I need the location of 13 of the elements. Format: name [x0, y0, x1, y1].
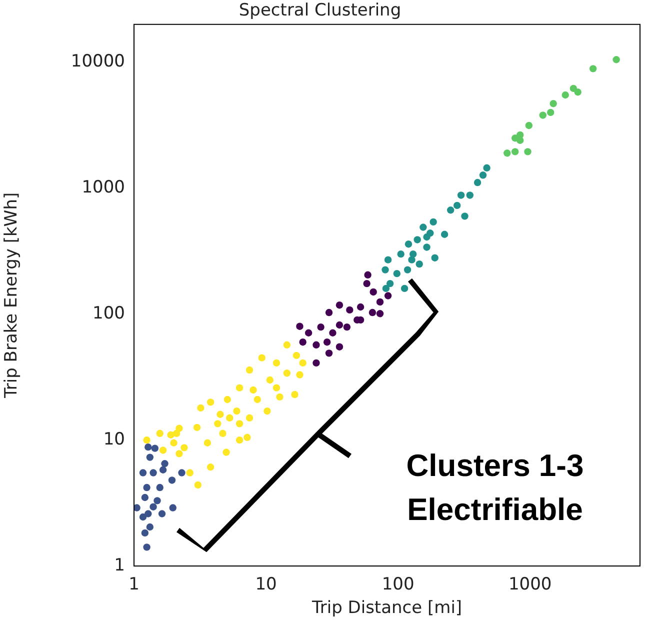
- annotation: Clusters 1-3 Electrifiable: [405, 447, 585, 529]
- y-tick-label: 10000: [70, 52, 125, 72]
- x-tick-label: 100: [382, 574, 414, 595]
- chart-title: Spectral Clustering: [238, 0, 402, 21]
- x-tick-label: 1: [128, 574, 140, 595]
- y-axis-title: Trip Brake Energy [kWh]: [2, 192, 22, 399]
- y-tick-label: 100: [92, 304, 125, 324]
- x-tick-label: 1000: [508, 574, 552, 595]
- y-tick-label: 1000: [82, 178, 125, 198]
- x-axis-title: Trip Distance [mi]: [310, 598, 462, 618]
- x-tick-label: 10: [255, 574, 277, 595]
- y-tick-label: 10: [103, 430, 125, 450]
- y-tick-label: 1: [114, 555, 125, 576]
